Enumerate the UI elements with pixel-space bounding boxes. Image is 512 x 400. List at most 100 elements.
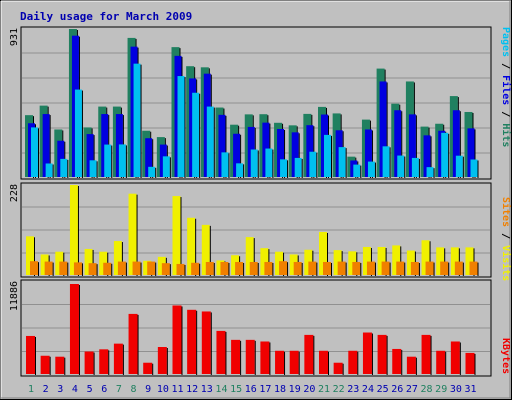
day-label-16: 16 — [245, 384, 257, 395]
bar-files-day-28 — [423, 135, 431, 177]
bar-kbytes-day-5 — [84, 351, 94, 374]
middle-bars — [26, 185, 479, 276]
bar-sites-day-16-shade — [257, 262, 259, 276]
day-label-26: 26 — [391, 384, 403, 395]
bar-visits-day-12 — [187, 217, 196, 275]
bar-sites-day-10-shade — [169, 264, 171, 276]
bar-kbytes-day-19 — [289, 350, 299, 374]
bar-kbytes-day-25 — [377, 334, 387, 374]
bar-sites-day-12-shade — [199, 263, 201, 276]
bar-kbytes-day-20 — [304, 334, 314, 374]
bar-visits-day-4-shade — [77, 186, 79, 276]
bar-pages-day-27 — [411, 157, 419, 177]
bar-sites-day-18 — [279, 261, 288, 275]
bar-visits-day-28-shade — [429, 241, 431, 276]
bar-visits-day-8-shade — [136, 194, 138, 276]
bar-files-day-30 — [452, 110, 460, 177]
day-label-4: 4 — [72, 384, 78, 395]
bar-pages-day-19-shade — [301, 158, 303, 178]
bar-kbytes-day-4 — [69, 284, 79, 374]
bar-kbytes-day-3-shade — [64, 357, 66, 375]
bar-files-day-30-shade — [459, 111, 461, 178]
bar-pages-day-13 — [206, 106, 214, 177]
bar-visits-day-31 — [465, 247, 474, 275]
bar-visits-day-26 — [392, 245, 401, 275]
bar-pages-day-20-shade — [316, 152, 318, 178]
bar-kbytes-day-31-shade — [474, 353, 476, 375]
bar-kbytes-day-12 — [187, 309, 197, 374]
bar-pages-day-2-shade — [52, 164, 54, 178]
bar-pages-day-28-shade — [433, 168, 435, 178]
bar-visits-day-16 — [245, 237, 254, 275]
bar-kbytes-day-15 — [231, 339, 241, 374]
bar-sites-day-18-shade — [287, 262, 289, 276]
bar-kbytes-day-8-shade — [137, 314, 139, 375]
bar-pages-day-15-shade — [243, 164, 245, 178]
legend-part: / — [500, 105, 511, 123]
day-label-14: 14 — [215, 384, 227, 395]
bar-sites-day-25-shade — [389, 262, 391, 276]
bar-pages-day-17 — [265, 148, 273, 177]
bar-files-day-19-shade — [298, 133, 300, 178]
bar-pages-day-4-shade — [81, 90, 83, 178]
bar-files-day-31-shade — [474, 129, 476, 178]
bar-sites-day-26 — [396, 261, 405, 275]
bar-visits-day-11 — [172, 196, 181, 275]
bar-pages-day-28 — [426, 167, 434, 177]
bar-pages-day-22-shade — [345, 148, 347, 178]
bar-kbytes-day-12-shade — [196, 310, 198, 375]
bar-sites-day-22 — [337, 261, 346, 275]
bar-sites-day-30 — [454, 261, 463, 275]
bar-sites-day-28-shade — [433, 262, 435, 276]
bar-sites-day-17-shade — [272, 262, 274, 276]
legend-part: Files — [500, 75, 512, 105]
day-label-29: 29 — [435, 384, 447, 395]
day-label-8: 8 — [131, 384, 137, 395]
bar-kbytes-day-29 — [436, 350, 446, 374]
bar-sites-day-7 — [117, 261, 126, 275]
bar-visits-day-5-shade — [92, 249, 94, 276]
bar-kbytes-day-1-shade — [35, 336, 36, 375]
bar-files-day-2-shade — [49, 115, 51, 178]
bar-pages-day-1-shade — [38, 128, 39, 178]
bar-kbytes-day-7-shade — [122, 344, 124, 375]
bar-sites-day-16 — [249, 261, 258, 275]
x-axis-day-labels: 1 2 3 4 5 6 7 8 9 10 11 12 13 14 15 16 17 18 19 20 21 22 23 24 2… — [28, 384, 477, 395]
panel-kbytes: 11886 — [9, 279, 492, 377]
day-label-20: 20 — [303, 384, 315, 395]
bar-sites-day-23 — [352, 261, 361, 275]
bar-sites-day-13-shade — [213, 262, 215, 276]
bar-sites-day-13 — [205, 261, 214, 275]
day-label-2: 2 — [43, 384, 49, 395]
bar-visits-day-11-shade — [180, 197, 182, 276]
bar-sites-day-31 — [469, 261, 478, 275]
bar-sites-day-30-shade — [462, 262, 464, 276]
bar-sites-day-3-shade — [67, 262, 69, 276]
bar-kbytes-day-7 — [113, 343, 123, 374]
bar-pages-day-23 — [353, 164, 361, 177]
bar-sites-day-17 — [264, 261, 273, 275]
bar-sites-day-8 — [132, 261, 141, 275]
bar-pages-day-31 — [470, 159, 478, 177]
bar-pages-day-10-shade — [169, 157, 171, 178]
bar-sites-day-1-shade — [38, 262, 39, 276]
bar-files-day-27-shade — [415, 115, 417, 178]
bar-files-day-26-shade — [401, 111, 403, 178]
bar-files-day-9 — [145, 138, 153, 177]
bar-kbytes-day-11 — [172, 305, 182, 374]
day-label-6: 6 — [101, 384, 107, 395]
bar-kbytes-day-13 — [201, 311, 211, 374]
bar-visits-day-21-shade — [327, 232, 328, 276]
bar-pages-day-5 — [89, 160, 97, 177]
bar-visits-day-1 — [26, 236, 34, 275]
legend-sites-visits: Sites / Visits — [500, 197, 512, 281]
bar-pages-day-23-shade — [360, 165, 362, 178]
bar-files-day-25-shade — [386, 82, 388, 178]
legend-part: Pages — [500, 27, 511, 57]
bar-files-day-20 — [306, 125, 314, 177]
bar-sites-day-9-shade — [155, 262, 157, 276]
legend-part: Visits — [500, 245, 512, 281]
bar-sites-day-11 — [176, 263, 185, 275]
bar-visits-day-26-shade — [400, 246, 402, 276]
bar-pages-day-31-shade — [477, 160, 479, 178]
